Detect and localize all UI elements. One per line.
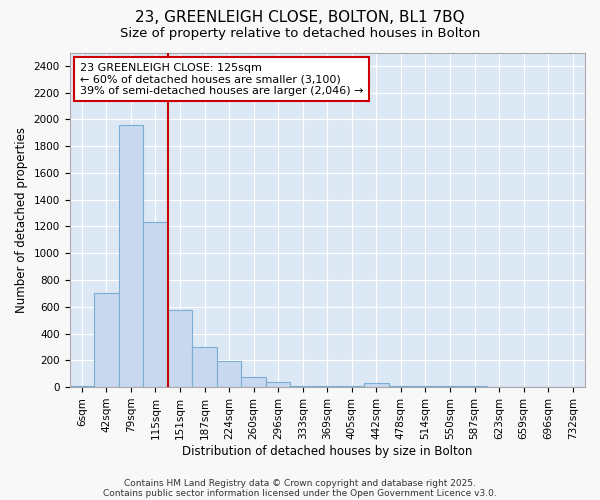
- Bar: [462, 386, 487, 387]
- Bar: [266, 382, 290, 387]
- Text: Contains HM Land Registry data © Crown copyright and database right 2025.: Contains HM Land Registry data © Crown c…: [124, 478, 476, 488]
- Bar: [290, 386, 315, 387]
- Bar: [70, 386, 94, 387]
- Text: Size of property relative to detached houses in Bolton: Size of property relative to detached ho…: [120, 28, 480, 40]
- Bar: [119, 125, 143, 387]
- Bar: [340, 386, 364, 387]
- Bar: [389, 386, 413, 387]
- Bar: [438, 386, 462, 387]
- Bar: [364, 383, 389, 387]
- Bar: [94, 294, 119, 387]
- Bar: [192, 347, 217, 387]
- Bar: [217, 361, 241, 387]
- Bar: [413, 386, 438, 387]
- Bar: [315, 386, 340, 387]
- Bar: [143, 222, 168, 387]
- Bar: [168, 310, 192, 387]
- Bar: [241, 376, 266, 387]
- X-axis label: Distribution of detached houses by size in Bolton: Distribution of detached houses by size …: [182, 444, 472, 458]
- Text: 23, GREENLEIGH CLOSE, BOLTON, BL1 7BQ: 23, GREENLEIGH CLOSE, BOLTON, BL1 7BQ: [135, 10, 465, 25]
- Text: 23 GREENLEIGH CLOSE: 125sqm
← 60% of detached houses are smaller (3,100)
39% of : 23 GREENLEIGH CLOSE: 125sqm ← 60% of det…: [80, 62, 364, 96]
- Y-axis label: Number of detached properties: Number of detached properties: [15, 127, 28, 313]
- Text: Contains public sector information licensed under the Open Government Licence v3: Contains public sector information licen…: [103, 488, 497, 498]
